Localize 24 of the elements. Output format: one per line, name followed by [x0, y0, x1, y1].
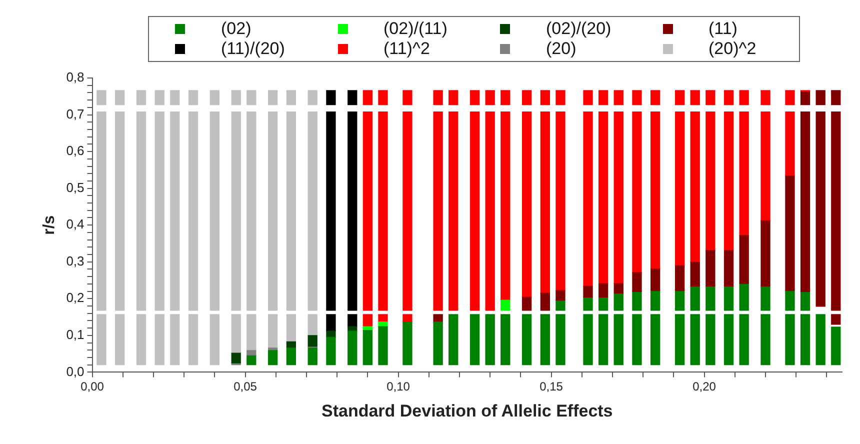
y-tick-label: 0,1 — [66, 327, 84, 342]
legend-label: (20)^2 — [708, 39, 756, 59]
legend-label: (11)/(20) — [221, 39, 285, 59]
y-tick-label: 0,4 — [66, 216, 84, 232]
legend-label: (20) — [546, 39, 576, 59]
x-axis-title: Standard Deviation of Allelic Effects — [321, 401, 613, 420]
y-tick-label: 0,5 — [66, 180, 84, 195]
x-tick-label: 0,00 — [80, 380, 104, 394]
y-tick-label: 0,7 — [66, 106, 84, 122]
y-tick-label: 0,0 — [66, 364, 84, 379]
y-axis-title: r/s — [41, 215, 58, 235]
legend-label: (02)/(20) — [546, 19, 612, 39]
x-tick-label: 0,20 — [692, 380, 716, 394]
x-tick-label: 0,05 — [234, 380, 258, 394]
y-tick-label: 0,6 — [66, 143, 84, 158]
y-tick-label: 0,8 — [66, 70, 84, 85]
x-tick-label: 0,15 — [540, 380, 564, 394]
y-tick-label: 0,2 — [66, 290, 84, 306]
legend-label: (02) — [221, 19, 252, 39]
legend-label: (02)/(11) — [384, 19, 448, 39]
y-tick-label: 0,3 — [66, 253, 84, 268]
x-tick-label: 0,10 — [386, 380, 410, 394]
legend-label: (11) — [708, 19, 738, 39]
legend-label: (11)^2 — [384, 39, 430, 59]
